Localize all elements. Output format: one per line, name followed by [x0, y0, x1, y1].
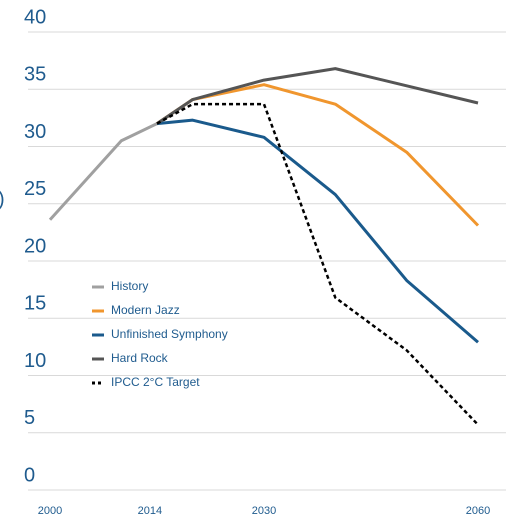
legend-label: IPCC 2°C Target [111, 375, 200, 389]
x-tick-label: 2000 [38, 505, 62, 517]
y-tick-label: 10 [24, 350, 46, 372]
legend-label: History [111, 279, 148, 293]
y-tick-label: 0 [24, 464, 35, 486]
y-tick-label: 35 [24, 64, 46, 86]
x-tick-label: 2014 [138, 505, 162, 517]
series-line [156, 118, 479, 344]
y-tick-label: 25 [24, 178, 46, 200]
x-tick-label: 2060 [466, 505, 490, 517]
legend-label: Hard Rock [111, 351, 169, 365]
series-line [156, 102, 479, 426]
series-line [156, 67, 479, 125]
y-tick-label: 15 [24, 293, 46, 315]
y-tick-label: 30 [24, 121, 46, 143]
y-tick-label: 40 [24, 6, 46, 28]
x-tick-label: 2030 [252, 505, 276, 517]
legend-label: Unfinished Symphony [111, 327, 228, 341]
series-line [156, 83, 480, 227]
y-axis-label: ) [0, 188, 5, 210]
series-line [48, 122, 158, 221]
legend-label: Modern Jazz [111, 303, 180, 317]
y-tick-label: 20 [24, 235, 46, 257]
y-tick-label: 5 [24, 407, 35, 429]
